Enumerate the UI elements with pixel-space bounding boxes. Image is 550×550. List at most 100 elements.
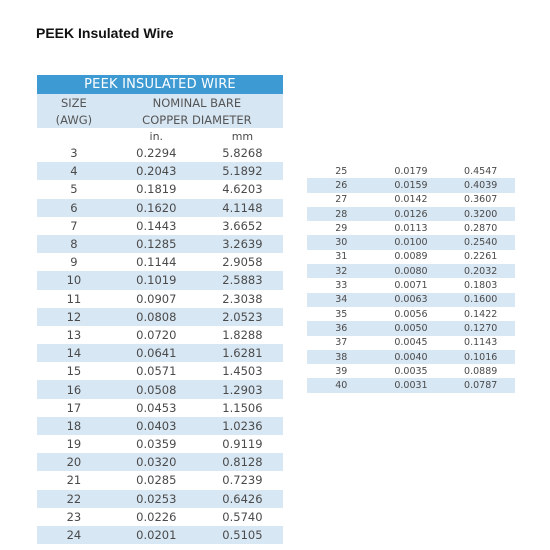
size-header-line1: SIZE — [37, 94, 111, 111]
table-row: 26 0.0159 0.4039 — [307, 178, 515, 193]
table-row: 36 0.0050 0.1270 — [307, 321, 515, 336]
awg-size-cell: 15 — [66, 364, 82, 379]
awg-size-cell: 18 — [37, 416, 111, 435]
awg-size-cell: 24 — [37, 525, 111, 545]
awg-size-cell: 34 — [307, 292, 376, 307]
table-row: 9 0.1144 2.9058 — [37, 253, 283, 271]
diameter-mm-cell: 0.2032 — [446, 264, 515, 279]
diameter-mm-cell: 2.5883 — [201, 271, 283, 290]
table-row: 30 0.0100 0.2540 — [307, 235, 515, 250]
awg-size-cell: 38 — [307, 349, 376, 365]
diameter-in-cell: 0.0063 — [375, 292, 447, 307]
diameter-mm-cell: 0.7239 — [222, 473, 263, 488]
table-row: 12 0.0808 2.0523 — [37, 307, 283, 326]
table-row: 29 0.0113 0.2870 — [307, 221, 515, 235]
table-row: 38 0.0040 0.1016 — [307, 349, 515, 365]
table-banner: PEEK INSULATED WIRE — [37, 75, 283, 94]
diameter-in-cell: 0.0100 — [375, 235, 447, 250]
diameter-mm-cell: 1.8288 — [222, 327, 263, 342]
diameter-mm-cell: 4.1148 — [201, 198, 283, 217]
diameter-mm-cell: 0.2870 — [464, 222, 498, 234]
table-row: 7 0.1443 3.6652 — [37, 217, 283, 235]
wire-gauge-table-left: PEEK INSULATED WIRE SIZE NOMINAL BARE (A… — [37, 75, 283, 545]
awg-size-cell: 33 — [335, 280, 348, 292]
diameter-mm-cell: 2.0523 — [201, 307, 283, 326]
awg-size-cell: 37 — [335, 337, 348, 349]
awg-size-cell: 27 — [335, 194, 348, 206]
awg-size-cell: 28 — [307, 206, 376, 222]
diameter-mm-cell: 3.2639 — [201, 234, 283, 254]
awg-size-cell: 22 — [37, 489, 111, 508]
diameter-mm-cell: 0.9119 — [222, 437, 263, 452]
diameter-mm-cell: 0.1016 — [446, 349, 515, 365]
diameter-in-cell: 0.0320 — [110, 453, 202, 472]
awg-size-cell: 14 — [37, 344, 111, 363]
diameter-mm-cell: 0.0889 — [464, 365, 498, 377]
diameter-in-cell: 0.0159 — [375, 178, 447, 193]
diameter-in-cell: 0.0226 — [136, 509, 177, 524]
table-row: 28 0.0126 0.3200 — [307, 206, 515, 222]
table-row: 31 0.0089 0.2261 — [307, 250, 515, 264]
diameter-mm-cell: 0.0787 — [446, 378, 515, 393]
diameter-in-cell: 0.0641 — [110, 344, 202, 363]
awg-size-cell: 5 — [70, 182, 78, 197]
table-row: 22 0.0253 0.6426 — [37, 489, 283, 508]
table-row: 33 0.0071 0.1803 — [307, 278, 515, 292]
table-row: 27 0.0142 0.3607 — [307, 193, 515, 207]
awg-size-cell: 35 — [335, 308, 348, 320]
diameter-in-cell: 0.0571 — [136, 364, 177, 379]
diameter-in-cell: 0.1819 — [136, 182, 177, 197]
diameter-in-cell: 0.0453 — [136, 400, 177, 415]
awg-size-cell: 12 — [37, 307, 111, 326]
diameter-mm-cell: 0.3200 — [446, 206, 515, 222]
diameter-in-cell: 0.0508 — [110, 380, 202, 399]
diameter-mm-cell: 0.1422 — [464, 308, 498, 320]
table-row: 21 0.0285 0.7239 — [37, 471, 283, 489]
diameter-mm-cell: 2.3038 — [222, 291, 263, 306]
diameter-mm-cell: 4.6203 — [222, 182, 263, 197]
diameter-in-cell: 0.0071 — [394, 280, 428, 292]
awg-size-cell: 9 — [70, 255, 78, 270]
diameter-in-cell: 0.0253 — [110, 489, 202, 508]
awg-size-cell: 30 — [307, 235, 376, 250]
diameter-in-cell: 0.0031 — [375, 378, 447, 393]
diameter-in-cell: 0.0907 — [136, 291, 177, 306]
diameter-mm-cell: 0.2540 — [446, 235, 515, 250]
diameter-in-cell: 0.2294 — [136, 146, 177, 161]
diameter-in-cell: 0.0403 — [110, 416, 202, 435]
diameter-in-cell: 0.0080 — [375, 264, 447, 279]
diameter-mm-cell: 0.3607 — [464, 194, 498, 206]
awg-size-cell: 40 — [307, 378, 376, 393]
awg-size-cell: 11 — [66, 291, 82, 306]
diameter-in-cell: 0.0045 — [394, 337, 428, 349]
diameter-mm-cell: 2.9058 — [222, 255, 263, 270]
diameter-mm-cell: 1.2903 — [201, 380, 283, 399]
table-row: 35 0.0056 0.1422 — [307, 307, 515, 321]
page-title: PEEK Insulated Wire — [36, 25, 174, 41]
table-row: 13 0.0720 1.8288 — [37, 326, 283, 344]
units-spacer — [37, 128, 111, 144]
table-row: 19 0.0359 0.9119 — [37, 435, 283, 453]
diameter-in-cell: 0.1443 — [136, 218, 177, 233]
diameter-mm-cell: 0.5740 — [222, 509, 263, 524]
awg-size-cell: 7 — [70, 218, 78, 233]
diameter-in-cell: 0.1285 — [110, 234, 202, 254]
diameter-mm-cell: 5.1892 — [201, 162, 283, 181]
awg-size-cell: 20 — [37, 453, 111, 472]
diameter-mm-cell: 1.4503 — [222, 364, 263, 379]
diameter-in-cell: 0.0808 — [110, 307, 202, 326]
table-row: 16 0.0508 1.2903 — [37, 380, 283, 399]
diameter-in-cell: 0.1144 — [136, 255, 177, 270]
table-row: 34 0.0063 0.1600 — [307, 292, 515, 307]
diameter-in-cell: 0.0113 — [394, 222, 428, 234]
table-row: 24 0.0201 0.5105 — [37, 525, 283, 545]
awg-size-cell: 39 — [335, 365, 348, 377]
wire-gauge-table-right: 25 0.0179 0.4547 26 0.0159 0.4039 27 0.0142 0.36… — [307, 164, 515, 393]
awg-size-cell: 31 — [335, 251, 348, 263]
table-row: 17 0.0453 1.1506 — [37, 399, 283, 417]
diameter-mm-cell: 0.2261 — [464, 251, 498, 263]
awg-size-cell: 29 — [335, 222, 348, 234]
diameter-in-cell: 0.0035 — [394, 365, 428, 377]
diameter-mm-cell: 0.1803 — [464, 280, 498, 292]
diameter-mm-cell: 0.1600 — [446, 292, 515, 307]
